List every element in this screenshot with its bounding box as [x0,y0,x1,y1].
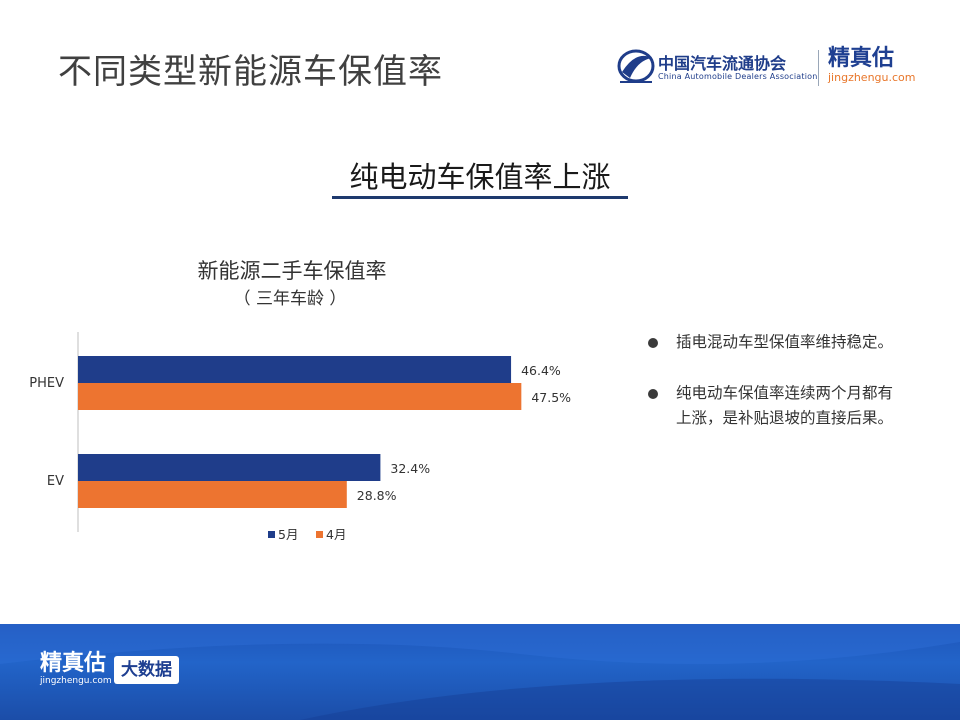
legend-label: 5月 [278,527,298,542]
bullet-item: 插电混动车型保值率维持稳定。 [648,330,898,355]
legend-label: 4月 [326,527,346,542]
jzg-logo-text: 精真估 [828,46,895,71]
bullet-dot-icon [648,338,658,348]
bar-april [78,383,522,410]
chart-legend: 5月 4月 [268,527,346,542]
cada-logo: 中国汽车流通协会 China Automobile Dealers Associ… [616,46,817,90]
footer-logo-text: 精真估 [40,651,107,676]
legend-swatch [316,531,323,538]
bullet-text: 插电混动车型保值率维持稳定。 [676,333,894,351]
chart-title: 新能源二手车保值率 [198,259,387,283]
bar-value-label: 47.5% [531,390,571,405]
bar-chart: 新能源二手车保值率 （ 三年车龄 ） PHEV 46.4% 47.5% EV 32.4%… [29,259,571,542]
bar-value-label: 46.4% [521,363,561,378]
chart-bars: PHEV 46.4% 47.5% EV 32.4% 28.8% [29,356,571,508]
bullet-text: 纯电动车保值率连续两个月都有上涨，是补贴退坡的直接后果。 [676,384,894,427]
footer-banner: 精真估 jingzhengu.com 大数据 [0,624,960,720]
footer-wave-decoration [0,624,960,720]
page-title: 不同类型新能源车保值率 [58,52,443,92]
bar-value-label: 32.4% [390,461,430,476]
bar-value-label: 28.8% [357,488,397,503]
slide-subtitle: 纯电动车保值率上涨 [349,160,611,194]
category-label: EV [47,474,64,489]
bullet-list: 插电混动车型保值率维持稳定。 纯电动车保值率连续两个月都有上涨，是补贴退坡的直接… [648,330,898,457]
bar-may [78,454,381,481]
footer-logo: 精真估 jingzhengu.com [40,652,112,687]
bar-april [78,481,347,508]
cada-emblem-icon [617,49,655,83]
bullet-dot-icon [648,389,658,399]
subtitle-underline [332,196,628,199]
cada-name-cn: 中国汽车流通协会 [658,54,787,73]
jzg-logo-url: jingzhengu.com [828,71,916,84]
logo-divider [818,50,819,86]
chart-subtitle: （ 三年车龄 ） [234,289,347,309]
jzg-logo: 精真估 jingzhengu.com [828,46,916,84]
cada-name-en: China Automobile Dealers Association [658,72,818,81]
footer-badge: 大数据 [114,656,179,684]
category-label: PHEV [29,376,64,391]
legend-swatch [268,531,275,538]
bar-may [78,356,512,383]
bullet-item: 纯电动车保值率连续两个月都有上涨，是补贴退坡的直接后果。 [648,381,898,431]
footer-logo-url: jingzhengu.com [40,676,112,686]
